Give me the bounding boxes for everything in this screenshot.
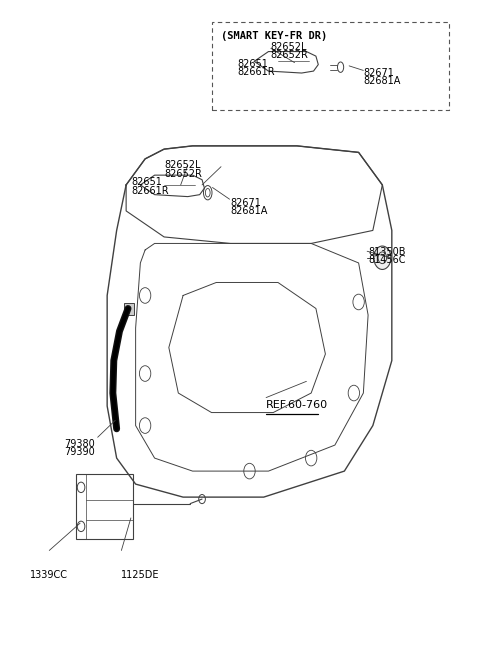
Text: 82661R: 82661R <box>238 67 275 77</box>
Bar <box>124 303 134 315</box>
Text: 82681A: 82681A <box>230 207 268 216</box>
Text: 79380: 79380 <box>64 439 95 449</box>
Text: 1339CC: 1339CC <box>30 570 68 580</box>
Text: REF.60-760: REF.60-760 <box>266 400 328 409</box>
Text: 82671: 82671 <box>363 68 394 78</box>
Text: 81350B: 81350B <box>368 247 406 256</box>
Text: 79390: 79390 <box>64 447 95 457</box>
Text: 82681A: 82681A <box>363 76 401 87</box>
Circle shape <box>374 246 391 270</box>
Text: 82652R: 82652R <box>271 51 309 60</box>
Text: 82652R: 82652R <box>164 169 202 178</box>
Text: 82652L: 82652L <box>271 42 307 52</box>
Text: 82661R: 82661R <box>131 186 168 195</box>
Text: 82671: 82671 <box>230 198 262 208</box>
Text: 81456C: 81456C <box>368 255 406 265</box>
Text: 82651: 82651 <box>238 59 268 69</box>
Text: (SMART KEY-FR DR): (SMART KEY-FR DR) <box>221 31 327 41</box>
Text: 82651: 82651 <box>131 177 162 187</box>
Text: 82652L: 82652L <box>164 160 201 170</box>
Bar <box>76 474 133 539</box>
Text: 1125DE: 1125DE <box>121 570 160 580</box>
